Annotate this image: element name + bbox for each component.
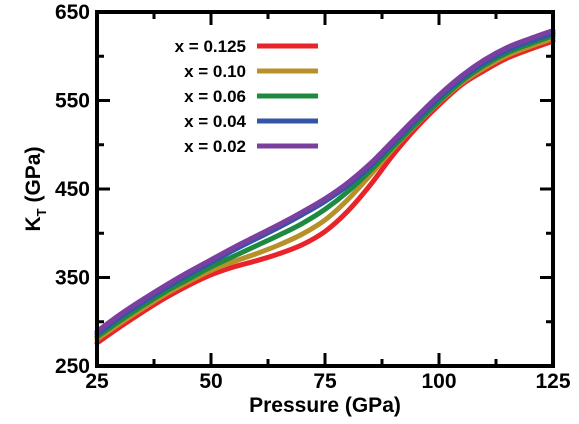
y-tick-label: 550 — [55, 90, 90, 113]
legend-label: x = 0.02 — [184, 137, 246, 156]
x-tick-label: 100 — [421, 370, 456, 393]
y-tick-label: 350 — [55, 267, 90, 290]
series-lines — [94, 28, 556, 346]
legend-label: x = 0.06 — [184, 87, 246, 106]
axis-ticks — [95, 10, 555, 368]
legend: x = 0.125 x = 0.10 x = 0.06 x = 0.04 x = 0.0… — [175, 37, 318, 156]
series-line — [94, 30, 556, 337]
x-tick-label: 125 — [535, 370, 570, 393]
y-tick-label: 450 — [55, 178, 90, 201]
y-axis-label-rest: (GPa) — [22, 147, 45, 209]
legend-label: x = 0.04 — [184, 112, 246, 131]
legend-label: x = 0.10 — [184, 62, 246, 81]
x-axis-label: Pressure (GPa) — [249, 394, 401, 417]
series-line — [94, 28, 556, 334]
series-line — [94, 33, 556, 340]
y-axis-label-sub: T — [34, 208, 49, 216]
x-tick-label: 50 — [199, 370, 222, 393]
y-tick-label: 650 — [55, 1, 90, 24]
y-axis-label: KT (GPa) — [22, 147, 49, 232]
x-tick-label: 25 — [85, 370, 109, 393]
series-line — [94, 38, 556, 346]
y-axis-label-main: K — [22, 216, 45, 231]
legend-label: x = 0.125 — [175, 37, 246, 56]
x-tick-label: 75 — [313, 370, 337, 393]
y-tick-label: 250 — [55, 355, 90, 378]
tick-labels: 25 50 75 100 125 250 350 450 550 650 — [55, 1, 571, 393]
